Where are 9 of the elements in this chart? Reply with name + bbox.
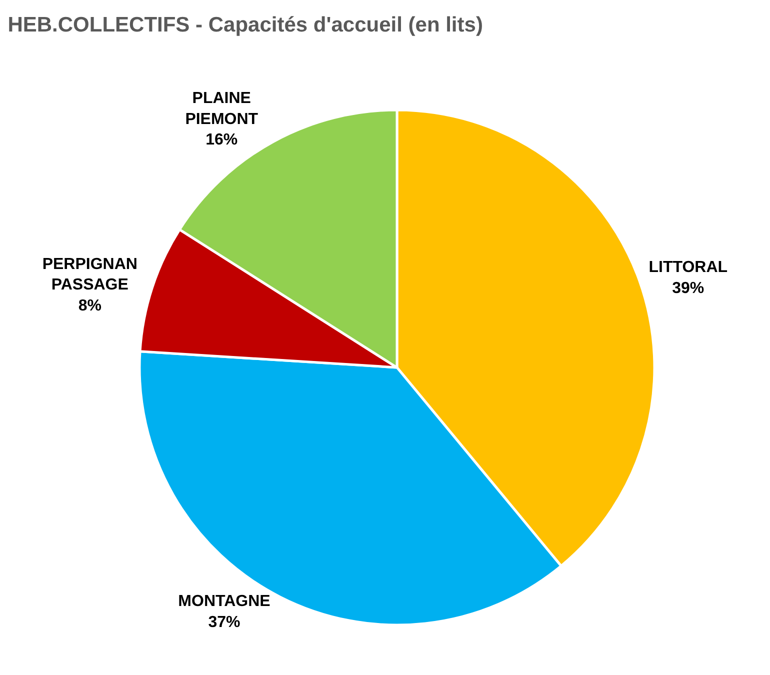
- slice-label: PLAINE PIEMONT: [185, 90, 258, 128]
- data-label: 8%: [78, 297, 102, 314]
- data-label: 39%: [672, 280, 704, 298]
- data-label: 37%: [208, 614, 240, 631]
- data-label: 16%: [206, 132, 238, 149]
- slice-label: PERPIGNAN PASSAGE: [42, 256, 138, 294]
- slice-label: MONTAGNE: [178, 593, 271, 610]
- chart-title: HEB.COLLECTIFS - Capacités d'accueil (en lits): [8, 14, 483, 37]
- slice-label: LITTORAL: [648, 259, 728, 276]
